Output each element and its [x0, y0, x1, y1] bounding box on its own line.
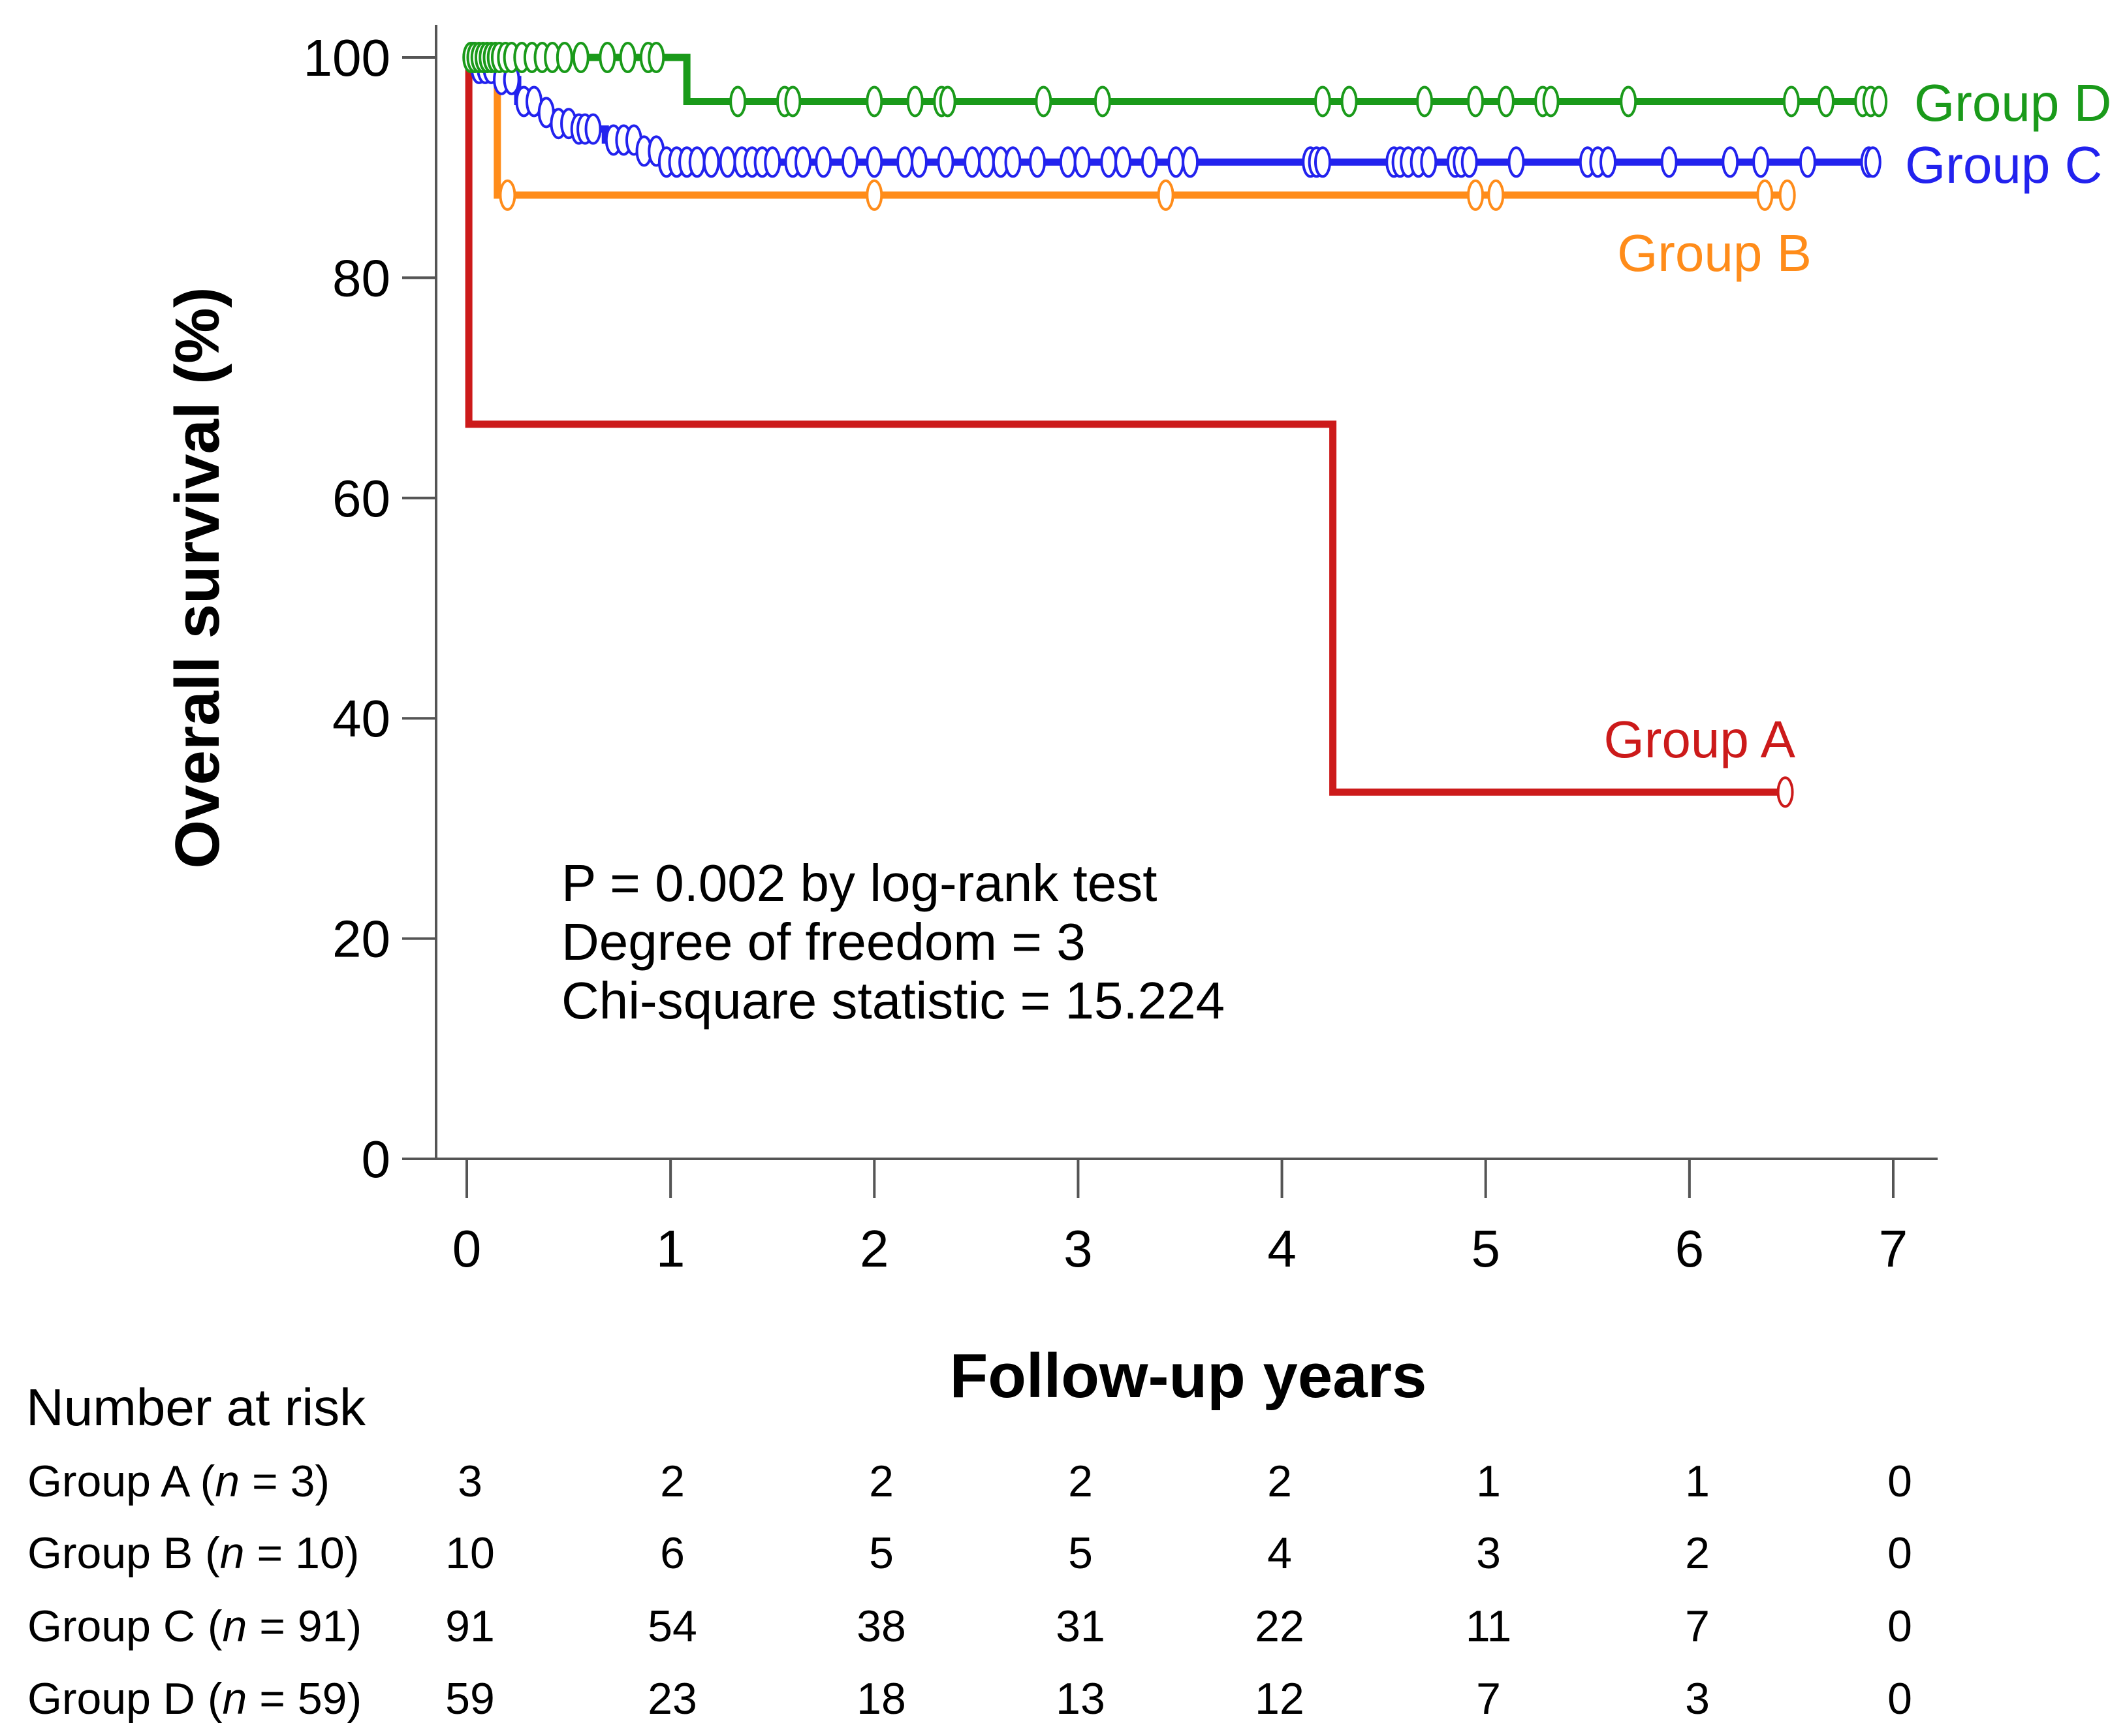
group-b-censor-mark: [499, 179, 516, 211]
group-c-censor-mark: [910, 146, 928, 178]
y-axis-label: Overall survival (%): [163, 287, 232, 868]
group-c-censor-mark: [977, 146, 995, 178]
group-d-censor-mark: [1870, 86, 1888, 118]
y-tick-label: 40: [332, 689, 390, 748]
group-c-label: Group C: [1905, 136, 2102, 194]
stats-line-df: Degree of freedom = 3: [561, 913, 1086, 971]
group-b-censor-mark: [1778, 179, 1796, 211]
group-d-censor-mark: [784, 86, 802, 118]
group-c-censor-mark: [1314, 146, 1331, 178]
x-tick-label: 4: [1267, 1220, 1297, 1278]
group-c-censor-mark: [1660, 146, 1678, 178]
group-d-censor-mark: [572, 42, 590, 73]
group-c-censor-mark: [1752, 146, 1770, 178]
group-d-censor-mark: [1467, 86, 1485, 118]
group-c-censor-mark: [1029, 146, 1046, 178]
group-d-censor-mark: [906, 86, 924, 118]
group-d-censor-mark: [1497, 86, 1515, 118]
group-c-censor-mark: [1420, 146, 1438, 178]
axes: 0 20 40 60 80 100 0 1 2 3 4 5 6 7: [304, 25, 1938, 1278]
group-b-censor-mark: [1157, 179, 1174, 211]
x-tick-label: 5: [1471, 1220, 1500, 1278]
group-d-censor-mark: [1620, 86, 1637, 118]
group-c-censor-mark: [1059, 146, 1077, 178]
y-tick-label: 80: [332, 249, 390, 307]
group-b-censor-mark: [866, 179, 883, 211]
group-c-censor-mark: [1507, 146, 1525, 178]
x-tick-label: 7: [1879, 1220, 1908, 1278]
group-c-censor-mark: [1100, 146, 1118, 178]
group-b-label: Group B: [1617, 224, 1812, 282]
stats-line-pvalue: P = 0.002 by log-rank test: [561, 854, 1157, 912]
group-d-censor-mark: [1035, 86, 1052, 118]
x-tick-label: 0: [452, 1220, 482, 1278]
group-d-censor-mark: [556, 42, 573, 73]
group-c-censor-mark: [937, 146, 954, 178]
group-c-curve: [467, 54, 1873, 166]
group-c-censor-mark: [584, 113, 602, 145]
group-d-censor-mark: [1542, 86, 1560, 118]
x-axis-label: Follow-up years: [950, 1341, 1427, 1411]
x-tick-label: 6: [1675, 1220, 1705, 1278]
group-c-censor-mark: [764, 146, 781, 178]
group-c-censor-mark: [896, 146, 914, 178]
group-c-censor-mark: [866, 146, 883, 178]
y-tick-label: 0: [362, 1130, 391, 1188]
group-c-censor-mark: [688, 146, 706, 178]
group-b-censor-mark: [1756, 179, 1774, 211]
group-d-censor-mark: [1817, 86, 1834, 118]
group-d-censor-mark: [939, 86, 956, 118]
group-c-censor-mark: [1167, 146, 1185, 178]
group-c-censor-mark: [1141, 146, 1158, 178]
group-c-censor-mark: [1460, 146, 1478, 178]
group-c-censor-mark: [1599, 146, 1616, 178]
group-c-censor-mark: [1114, 146, 1132, 178]
group-d-curve: [467, 54, 1880, 105]
group-d-censor-mark: [866, 86, 883, 118]
group-d-censor-mark: [1340, 86, 1358, 118]
group-a-censor-mark: [1776, 776, 1794, 808]
group-d-censor-mark: [1094, 86, 1111, 118]
group-c-censor-mark: [815, 146, 832, 178]
group-c-censor-mark: [964, 146, 981, 178]
group-c-censor-mark: [1799, 146, 1816, 178]
stats-line-chisq: Chi-square statistic = 15.224: [561, 971, 1225, 1030]
x-tick-label: 3: [1063, 1220, 1093, 1278]
y-tick-label: 100: [304, 29, 390, 87]
group-b-censor-mark: [1467, 179, 1485, 211]
censor-marks: [462, 42, 1888, 808]
group-c-censor-mark: [795, 146, 812, 178]
group-c-censor-mark: [1864, 146, 1881, 178]
group-a-label: Group A: [1603, 710, 1795, 768]
group-c-censor-mark: [719, 146, 736, 178]
y-tick-label: 20: [332, 910, 390, 968]
group-d-censor-mark: [599, 42, 616, 73]
group-d-censor-mark: [1782, 86, 1800, 118]
x-tick-label: 1: [656, 1220, 685, 1278]
group-c-censor-mark: [1182, 146, 1199, 178]
y-tick-label: 60: [332, 469, 390, 528]
group-d-censor-mark: [619, 42, 637, 73]
group-c-censor-mark: [1004, 146, 1022, 178]
group-c-censor-mark: [702, 146, 720, 178]
group-c-censor-mark: [1073, 146, 1091, 178]
group-d-censor-mark: [1314, 86, 1331, 118]
group-d-censor-mark: [1416, 86, 1434, 118]
group-d-censor-mark: [648, 42, 665, 73]
group-d-label: Group D: [1914, 74, 2111, 132]
group-c-censor-mark: [841, 146, 858, 178]
x-tick-label: 2: [860, 1220, 889, 1278]
group-b-censor-mark: [1487, 179, 1505, 211]
stats-annotation: P = 0.002 by log-rank test Degree of fre…: [561, 854, 1225, 1030]
group-d-censor-mark: [729, 86, 747, 118]
group-c-censor-mark: [1722, 146, 1739, 178]
